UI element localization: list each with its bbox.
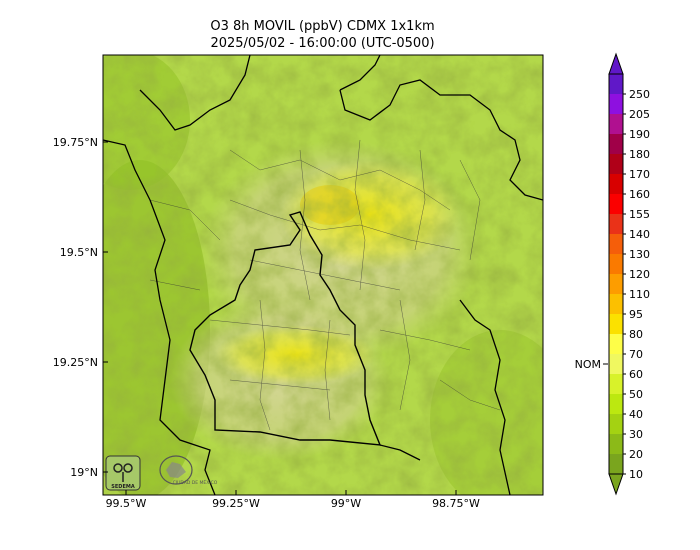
- lon-tick-label: 98.75°W: [432, 497, 480, 510]
- colorbar-tick-label: 160: [629, 188, 650, 201]
- colorbar-tick-label: 110: [629, 288, 650, 301]
- colorbar-segment: [609, 154, 623, 174]
- colorbar-segment: [609, 294, 623, 314]
- colorbar-tick-label: 170: [629, 168, 650, 181]
- map-title-line1: O3 8h MOVIL (ppbV) CDMX 1x1km: [210, 19, 435, 34]
- colorbar-segment: [609, 434, 623, 454]
- map-title-line2: 2025/05/02 - 16:00:00 (UTC-0500): [210, 36, 435, 51]
- colorbar-tick-label: 40: [629, 408, 643, 421]
- colorbar-tick-label: 20: [629, 448, 643, 461]
- colorbar-segment: [609, 454, 623, 474]
- colorbar-tick-label: 10: [629, 468, 643, 481]
- colorbar-tick-label: 190: [629, 128, 650, 141]
- map-axes: 99.5°W 99.25°W 99°W 98.75°W 19.75°N 19.5°N 19.…: [53, 136, 480, 510]
- colorbar-tick-label: 130: [629, 248, 650, 261]
- colorbar-segment: [609, 254, 623, 274]
- colorbar-tick-label: 95: [629, 308, 643, 321]
- colorbar-segment: [609, 194, 623, 214]
- colorbar-segment: [609, 394, 623, 414]
- colorbar-tick-label: 155: [629, 208, 650, 221]
- nom-label: NOM: [575, 358, 601, 371]
- colorbar-segment: [609, 274, 623, 294]
- colorbar-segment: [609, 234, 623, 254]
- svg-text:SEDEMA: SEDEMA: [111, 484, 135, 490]
- colorbar-tick-label: 140: [629, 228, 650, 241]
- colorbar-extend-high: [608, 52, 624, 75]
- colorbar-tick-label: 180: [629, 148, 650, 161]
- colorbar-segment: [609, 354, 623, 374]
- colorbar-tick-label: 60: [629, 368, 643, 381]
- colorbar-segment: [609, 94, 623, 114]
- colorbar-segment: [609, 314, 623, 334]
- lat-tick-label: 19°N: [70, 466, 98, 479]
- colorbar-tick-label: 250: [629, 88, 650, 101]
- sedema-logo: SEDEMA: [105, 455, 141, 491]
- colorbar-tick-label: 50: [629, 388, 643, 401]
- colorbar-extend-low: [608, 473, 624, 496]
- colorbar-tick-label: 120: [629, 268, 650, 281]
- lon-tick-label: 99.25°W: [212, 497, 260, 510]
- lat-tick-label: 19.5°N: [60, 246, 98, 259]
- state-boundary: [103, 55, 543, 495]
- cdmx-boundary: [189, 211, 382, 446]
- lon-tick-label: 99°W: [331, 497, 361, 510]
- colorbar-segment: [609, 134, 623, 154]
- colorbar: 10 20 30 40 50 60 70 80 95 110 120 130 140 155 160 170 1…: [575, 52, 650, 496]
- colorbar-tick-label: 80: [629, 328, 643, 341]
- colorbar-segment: [609, 74, 623, 94]
- lon-tick-label: 99.5°W: [106, 497, 147, 510]
- colorbar-tick-label: 205: [629, 108, 650, 121]
- colorbar-segment: [609, 334, 623, 354]
- cdmx-logo: CIUDAD DE MÉXICO: [159, 455, 218, 486]
- lat-tick-label: 19.75°N: [53, 136, 98, 149]
- colorbar-segment: [609, 174, 623, 194]
- colorbar-segment: [609, 414, 623, 434]
- svg-text:CIUDAD DE MÉXICO: CIUDAD DE MÉXICO: [173, 478, 218, 486]
- lat-tick-label: 19.25°N: [53, 356, 98, 369]
- colorbar-tick-label: 70: [629, 348, 643, 361]
- map-area: [103, 55, 543, 495]
- colorbar-segment: [609, 114, 623, 134]
- colorbar-segment: [609, 374, 623, 394]
- municipal-borders: [149, 139, 501, 431]
- colorbar-tick-label: 30: [629, 428, 643, 441]
- colorbar-segment: [609, 214, 623, 234]
